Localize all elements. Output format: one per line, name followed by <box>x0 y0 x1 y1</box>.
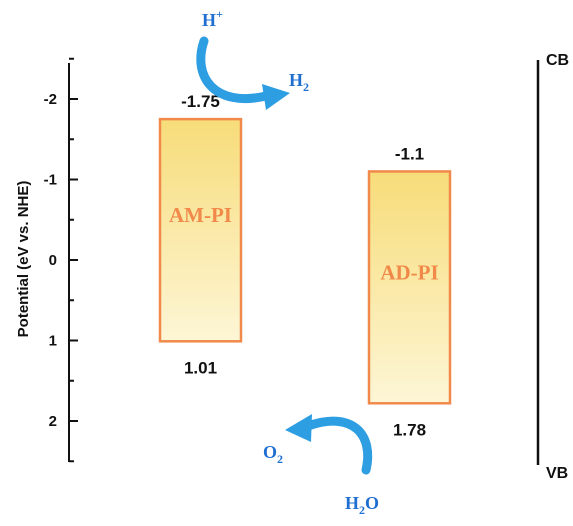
y-tick-label: 2 <box>49 413 57 430</box>
y-tick-label: -2 <box>44 91 57 108</box>
cb-label: CB <box>546 52 569 69</box>
bands: AM-PI -1.75 1.01 AD-PI -1.1 1.78 <box>158 92 452 439</box>
y-axis-label: Potential (eV vs. NHE) <box>15 181 32 338</box>
vb-value-am-pi: 1.01 <box>184 358 217 377</box>
band-name-am-pi: AM-PI <box>169 203 232 227</box>
oxidation-product: O2 <box>263 442 283 466</box>
oxidation-arrow <box>285 414 373 475</box>
band-name-ad-pi: AD-PI <box>380 260 438 284</box>
band-ad-pi <box>367 170 452 405</box>
y-tick-label: -1 <box>44 172 57 189</box>
oxidation-reactant: H2O <box>345 493 379 517</box>
reduction-reactant: H+ <box>202 7 223 30</box>
band-am-pi <box>158 117 243 343</box>
y-tick-label: 1 <box>49 333 57 350</box>
y-tick-label: 0 <box>49 252 57 269</box>
vb-label: VB <box>546 465 568 482</box>
reduction-product: H2 <box>289 70 309 94</box>
y-axis-ticks: -2 -1 0 1 2 <box>44 57 78 463</box>
reduction-arrow <box>196 36 290 110</box>
cb-value-am-pi: -1.75 <box>181 92 220 111</box>
vb-value-ad-pi: 1.78 <box>393 420 426 439</box>
cb-value-ad-pi: -1.1 <box>395 144 424 163</box>
